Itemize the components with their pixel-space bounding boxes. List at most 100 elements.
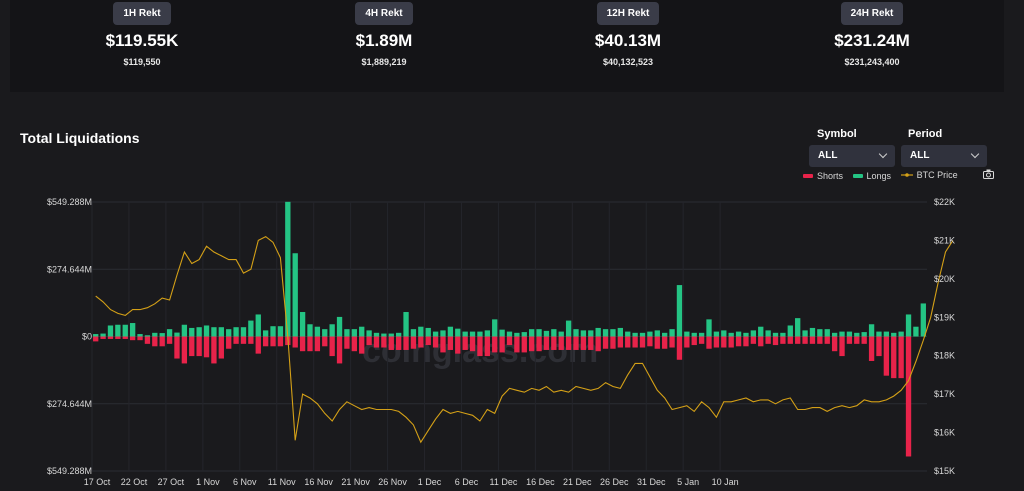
y-axis-left: $549.288M $274.644M $0 $274.644M $549.288M	[47, 197, 92, 476]
stat-24h-sub: $231,243,400	[844, 57, 900, 67]
long-bar	[322, 329, 328, 337]
stat-4h-value: $1.89M	[355, 31, 413, 50]
long-bar	[418, 326, 424, 337]
long-bar	[329, 324, 335, 337]
symbol-label: Symbol	[817, 128, 857, 140]
long-bar	[846, 331, 853, 337]
symbol-select[interactable]: ALL	[809, 145, 895, 167]
stat-1h-value: $119.55K	[105, 31, 179, 50]
long-bar	[440, 330, 446, 337]
long-bar	[469, 331, 476, 337]
camera-icon[interactable]	[983, 169, 994, 179]
price-line-layer	[95, 235, 954, 444]
short-bar	[639, 336, 646, 348]
short-bar	[359, 336, 365, 354]
long-bar	[203, 325, 210, 337]
long-bar	[647, 331, 653, 337]
short-bar	[721, 336, 727, 348]
long-bar	[669, 329, 675, 337]
legend-btc-price[interactable]: BTC Price	[900, 170, 958, 180]
short-bar	[676, 336, 683, 360]
long-bar	[765, 330, 771, 337]
long-bar	[558, 331, 564, 337]
long-bar	[218, 327, 224, 337]
long-bar	[529, 329, 535, 337]
short-bar	[558, 336, 564, 350]
long-bar	[299, 312, 306, 337]
long-bar	[920, 303, 926, 337]
long-bar	[492, 319, 498, 337]
x-tick-label: 22 Oct	[121, 477, 148, 487]
short-bar	[617, 336, 624, 348]
short-bar	[262, 336, 269, 347]
long-bar	[506, 331, 513, 337]
long-bar	[713, 331, 720, 337]
legend-longs[interactable]: Longs	[852, 171, 891, 181]
long-bar	[248, 320, 254, 337]
short-bar	[107, 336, 114, 339]
long-bar	[543, 330, 550, 337]
long-bar	[137, 334, 143, 337]
x-tick-label: 16 Nov	[304, 477, 333, 487]
short-bar	[152, 336, 158, 347]
y-right-tick-label: $16K	[934, 428, 955, 438]
long-bar	[484, 330, 490, 337]
short-bar	[403, 336, 409, 350]
short-bar	[388, 336, 394, 350]
short-bar	[270, 336, 276, 347]
legend-shorts[interactable]: Shorts	[803, 171, 843, 181]
chart-title: Total Liquidations	[20, 130, 140, 146]
long-bar	[854, 332, 860, 337]
short-bar	[898, 336, 904, 379]
x-tick-label: 6 Dec	[455, 477, 479, 487]
x-tick-label: 1 Dec	[418, 477, 442, 487]
period-select[interactable]: ALL	[901, 145, 987, 167]
y-right-tick-label: $20K	[934, 274, 955, 284]
long-bar	[359, 326, 365, 337]
short-bar	[166, 336, 173, 344]
stat-12h-label: 12H Rekt	[596, 2, 660, 25]
short-bar	[477, 336, 483, 357]
short-bar	[588, 336, 594, 350]
long-bar	[447, 326, 454, 337]
long-bar	[639, 332, 646, 337]
short-bar	[765, 336, 771, 344]
short-bar	[846, 336, 853, 344]
x-tick-label: 10 Jan	[712, 477, 739, 487]
short-bar	[218, 336, 224, 359]
long-bar	[462, 331, 468, 337]
short-bar	[395, 336, 402, 350]
long-bar	[373, 332, 380, 337]
y-left-tick-label: $0	[82, 332, 92, 342]
short-bar	[410, 336, 417, 349]
short-bar	[795, 336, 801, 344]
short-bar	[728, 336, 734, 348]
short-bar	[344, 336, 350, 349]
short-bar	[772, 336, 779, 346]
short-bar	[137, 336, 143, 341]
long-bar	[129, 323, 136, 337]
stat-4h-sub: $1,889,219	[361, 57, 407, 67]
short-bar	[506, 336, 513, 346]
short-bar	[100, 336, 106, 339]
long-bar	[233, 327, 239, 337]
long-bar	[285, 201, 291, 337]
long-bar	[514, 332, 520, 337]
long-bar	[595, 327, 601, 337]
period-label: Period	[908, 128, 943, 140]
long-bar	[403, 312, 409, 337]
short-bar	[447, 336, 454, 350]
stat-1h-label: 1H Rekt	[113, 2, 171, 25]
short-bar	[462, 336, 468, 350]
short-bar	[625, 336, 631, 348]
long-bar	[122, 324, 128, 337]
short-bar	[551, 336, 557, 350]
long-bar	[410, 329, 417, 337]
short-bar	[115, 336, 121, 339]
long-bar	[115, 324, 121, 337]
longs-swatch	[852, 174, 863, 178]
short-bar	[529, 336, 535, 352]
legend-btc-price-label: BTC Price	[916, 170, 958, 180]
short-bar	[351, 336, 357, 352]
